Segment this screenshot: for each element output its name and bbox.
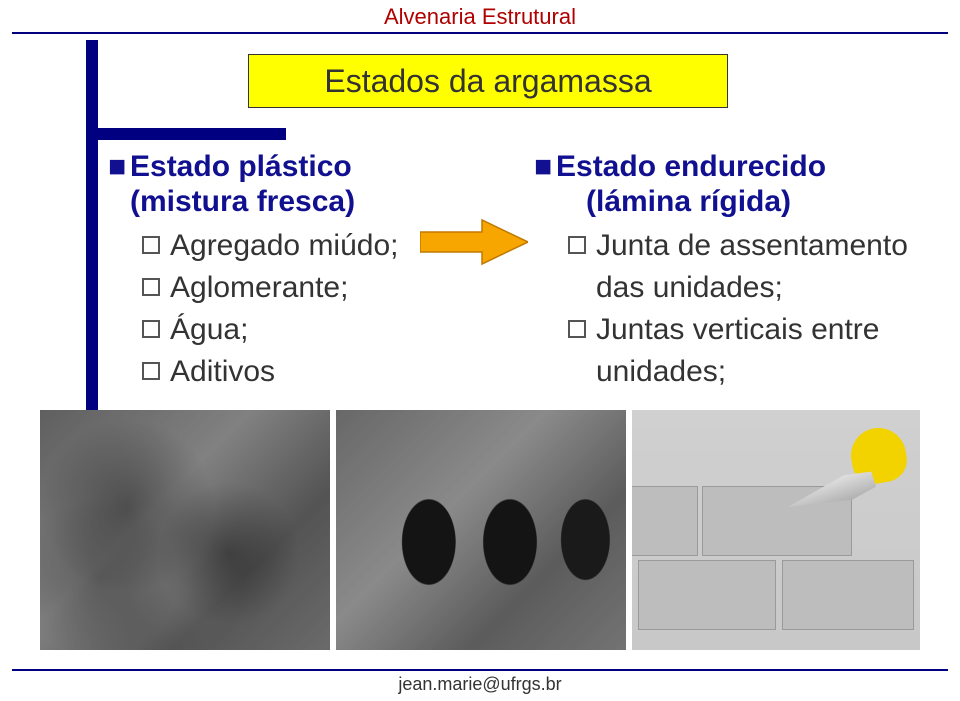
slide: Alvenaria Estrutural Estados da argamass…: [0, 0, 960, 701]
checkbox-icon: [142, 362, 160, 380]
list-item: Aglomerante;: [142, 267, 438, 309]
checkbox-icon: [142, 278, 160, 296]
list-item: Juntas verticais entre unidades;: [568, 309, 914, 393]
left-item-3: Aditivos: [170, 351, 275, 393]
section-banner: Estados da argamassa: [248, 54, 728, 108]
checkbox-icon: [142, 236, 160, 254]
list-item: Aditivos: [142, 351, 438, 393]
divider-bottom: [12, 669, 948, 671]
right-title-line1: Estado endurecido: [556, 150, 826, 183]
checkbox-icon: [142, 320, 160, 338]
right-title-line2: (lámina rígida): [586, 185, 791, 218]
column-right: ■Estado endurecido (lámina rígida) Junta…: [534, 150, 914, 393]
left-state-title: ■Estado plástico (mistura fresca): [108, 150, 438, 219]
list-item: Agregado miúdo;: [142, 225, 438, 267]
images-row: [40, 410, 920, 650]
left-title-line1: Estado plástico: [130, 150, 352, 183]
left-item-1: Aglomerante;: [170, 267, 348, 309]
right-item-1: Juntas verticais entre unidades;: [596, 309, 914, 393]
list-item: Junta de assentamento das unidades;: [568, 225, 914, 309]
frame-vertical: [86, 40, 98, 410]
arrow-shape: [420, 220, 528, 264]
bullet-square-icon: ■: [108, 150, 130, 185]
list-item: Água;: [142, 309, 438, 351]
section-banner-label: Estados da argamassa: [324, 63, 651, 100]
right-list: Junta de assentamento das unidades; Junt…: [568, 225, 914, 393]
left-item-0: Agregado miúdo;: [170, 225, 399, 267]
page-header-title: Alvenaria Estrutural: [0, 4, 960, 30]
frame-horizontal: [86, 128, 286, 140]
arrow-right-icon: [420, 218, 528, 266]
checkbox-icon: [568, 320, 586, 338]
checkbox-icon: [568, 236, 586, 254]
left-item-2: Água;: [170, 309, 248, 351]
image-block-holes: [336, 410, 626, 650]
image-bricklaying: [632, 410, 920, 650]
footer-email: jean.marie@ufrgs.br: [0, 674, 960, 695]
column-left: ■Estado plástico (mistura fresca) Agrega…: [108, 150, 438, 393]
right-state-title: ■Estado endurecido (lámina rígida): [534, 150, 914, 219]
left-title-line2: (mistura fresca): [130, 185, 355, 218]
left-list: Agregado miúdo; Aglomerante; Água; Aditi…: [142, 225, 438, 393]
brick-icon: [638, 560, 776, 630]
bullet-square-icon: ■: [534, 150, 556, 185]
right-item-0: Junta de assentamento das unidades;: [596, 225, 914, 309]
brick-icon: [782, 560, 914, 630]
brick-icon: [632, 486, 698, 556]
image-fresh-mortar: [40, 410, 330, 650]
divider-top: [12, 32, 948, 34]
